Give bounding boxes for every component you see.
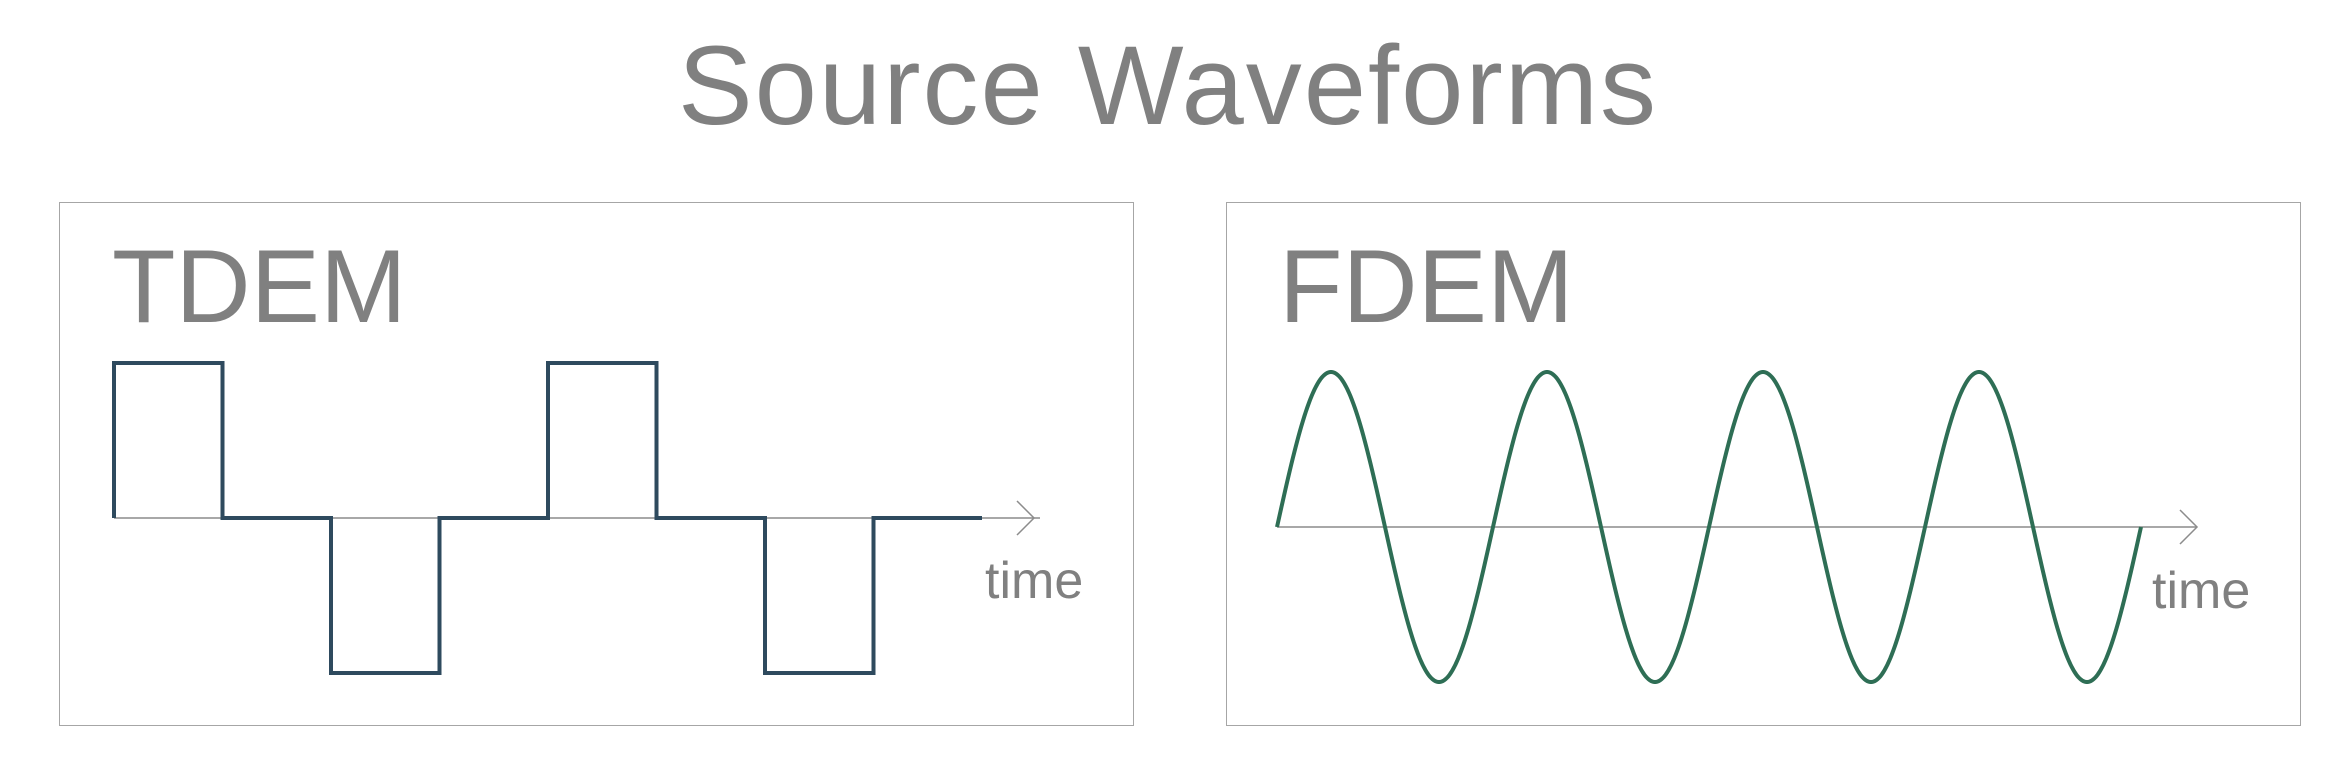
fdem-label: FDEM <box>1279 229 1574 345</box>
tdem-axis-arrowhead <box>1016 500 1036 536</box>
tdem-panel: TDEM time <box>59 202 1134 726</box>
fdem-sine-waveform <box>1275 370 2143 684</box>
fdem-axis-arrowhead <box>2179 509 2199 545</box>
tdem-axis-label: time <box>985 552 1084 610</box>
tdem-plot <box>112 361 1040 675</box>
tdem-square-waveform <box>112 361 982 675</box>
fdem-plot <box>1275 370 2199 684</box>
page-title: Source Waveforms <box>677 23 1659 148</box>
tdem-label: TDEM <box>112 229 407 345</box>
fdem-panel: FDEM time <box>1226 202 2301 726</box>
fdem-axis-label: time <box>2152 562 2251 620</box>
